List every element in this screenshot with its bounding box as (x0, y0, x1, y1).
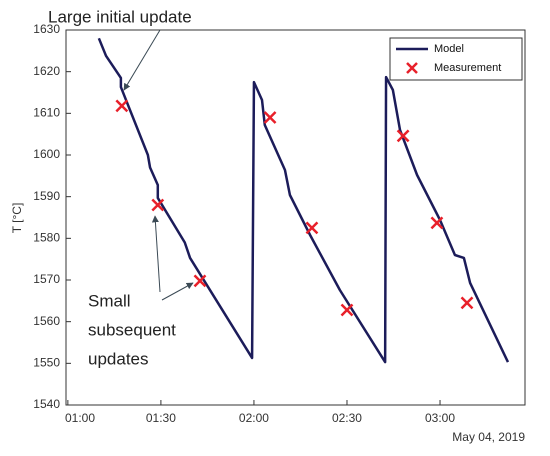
marker-stroke (263, 111, 277, 124)
plot-frame (65, 29, 526, 406)
measurement-marker (460, 296, 474, 310)
y-tick-label: 1550 (33, 356, 60, 370)
annotation: subsequent (88, 320, 176, 339)
x-tick-label: 03:00 (425, 411, 455, 425)
y-tick-label: 1610 (33, 106, 60, 120)
x-axis-note: May 04, 2019 (452, 430, 525, 444)
marker-stroke (460, 296, 474, 310)
measurement-marker (151, 198, 165, 212)
arrow (123, 29, 161, 91)
marker-stroke (151, 198, 165, 212)
y-tick-label: 1600 (33, 147, 60, 161)
marker-stroke (305, 221, 319, 235)
y-tick-label: 1590 (33, 189, 60, 203)
x-tick-label: 01:30 (146, 411, 176, 425)
x-tick-label: 02:00 (239, 411, 269, 425)
annotation: Large initial update (48, 7, 192, 26)
measurement-marker (263, 111, 277, 124)
legend-label: Model (434, 43, 464, 55)
marker-stroke (430, 216, 444, 230)
annotation: updates (88, 349, 149, 368)
y-tick-label: 1570 (33, 272, 60, 286)
model-line (97, 37, 510, 364)
y-tick-label: 1620 (33, 64, 60, 78)
x-tick-label: 01:00 (65, 411, 95, 425)
legend-box (389, 37, 523, 81)
marker-stroke (193, 274, 207, 288)
annotation: Small (88, 291, 131, 310)
arrow (161, 282, 194, 301)
marker-stroke (340, 303, 354, 317)
measurement-marker (115, 99, 129, 113)
measurement-marker (193, 274, 207, 288)
marker-stroke (115, 99, 129, 113)
y-tick-label: 1580 (33, 231, 60, 245)
measurement-marker (396, 129, 410, 143)
y-tick-label: 1540 (33, 397, 60, 411)
arrow (151, 215, 161, 293)
measurement-marker (340, 303, 354, 317)
legend-swatch (406, 62, 418, 74)
legend-label: Measurement (434, 62, 501, 74)
y-tick-label: 1630 (33, 22, 60, 36)
marker-stroke (396, 129, 410, 143)
measurement-marker (430, 216, 444, 230)
measurement-marker (305, 221, 319, 235)
y-axis-label: T [°C] (10, 203, 24, 234)
x-tick-label: 02:30 (332, 411, 362, 425)
y-tick-label: 1560 (33, 314, 60, 328)
